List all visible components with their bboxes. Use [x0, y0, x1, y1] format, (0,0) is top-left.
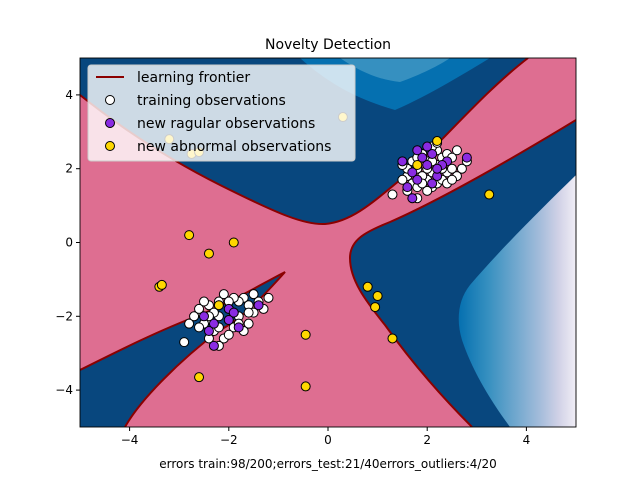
training-point-70: [451, 145, 462, 156]
scatter-points: [154, 112, 495, 392]
training-point-77: [447, 174, 457, 185]
regular-point-20: [397, 156, 408, 167]
y-tick-label: 2: [65, 162, 73, 176]
abnormal-point-10: [370, 302, 381, 313]
regular-point-8: [253, 300, 264, 311]
training-point-17: [194, 322, 205, 333]
legend-abnormal-swatch: [105, 141, 115, 151]
abnormal-point-11: [387, 333, 398, 344]
regular-point-21: [412, 145, 423, 156]
legend-box: [87, 64, 356, 162]
abnormal-point-17: [412, 160, 423, 171]
training-point-24: [223, 329, 234, 340]
y-tick-label: 0: [65, 236, 73, 250]
regular-point-25: [427, 178, 438, 189]
training-point-20: [218, 289, 229, 300]
training-point-27: [184, 318, 195, 329]
x-tick-label: 4: [523, 433, 531, 447]
regular-point-24: [422, 141, 433, 152]
regular-point-10: [407, 167, 418, 178]
x-tick-label: −4: [121, 433, 139, 447]
regular-point-23: [407, 193, 418, 204]
y-axis: −4 −2 0 2 4: [55, 88, 80, 397]
training-point-65: [456, 163, 467, 174]
legend-label-training: training observations: [137, 93, 286, 109]
regular-point-2: [208, 318, 219, 329]
training-point-49: [447, 163, 457, 174]
outlier-levels-right: [458, 175, 576, 427]
abnormal-point-4: [156, 279, 167, 290]
learning-frontier-right: [348, 119, 576, 427]
chart-title: Novelty Detection: [265, 37, 391, 53]
training-point-22: [199, 296, 209, 307]
legend-training-swatch: [105, 95, 115, 105]
training-point-30: [179, 337, 190, 348]
abnormal-point-18: [213, 300, 224, 311]
training-point-62: [422, 185, 433, 196]
training-point-69: [387, 189, 398, 200]
y-tick-label: 4: [65, 88, 73, 102]
abnormal-point-8: [362, 281, 373, 292]
abnormal-point-2: [228, 237, 239, 248]
abnormal-point-1: [203, 248, 214, 259]
abnormal-point-0: [184, 230, 195, 241]
regular-point-11: [422, 160, 433, 171]
legend-label-regular: new ragular observations: [137, 116, 315, 132]
training-point-32: [263, 292, 274, 303]
legend: learning frontier training observations …: [87, 64, 356, 162]
abnormal-point-12: [484, 189, 495, 200]
abnormal-point-5: [194, 372, 205, 383]
training-point-12: [189, 311, 200, 322]
regular-point-19: [461, 152, 472, 163]
legend-label-abnormal: new abnormal observations: [137, 139, 331, 155]
abnormal-point-6: [300, 329, 311, 340]
x-axis: −4 −2 0 2 4: [121, 427, 530, 447]
legend-regular-swatch: [105, 118, 115, 128]
regular-point-17: [412, 174, 423, 185]
training-point-31: [248, 289, 259, 300]
regular-point-9: [208, 340, 219, 351]
legend-label-frontier: learning frontier: [137, 70, 250, 86]
regular-point-7: [223, 314, 234, 325]
regular-point-13: [417, 152, 428, 163]
x-tick-label: 0: [324, 433, 332, 447]
regular-point-3: [233, 322, 244, 333]
training-point-23: [243, 318, 254, 329]
regular-point-15: [402, 182, 413, 193]
x-tick-label: 2: [423, 433, 431, 447]
x-tick-label: −2: [220, 433, 238, 447]
x-axis-label: errors train:98/200;errors_test:21/40err…: [159, 457, 497, 471]
regular-point-4: [203, 326, 214, 337]
outlier-level-top-2: [340, 58, 450, 82]
regular-point-0: [199, 311, 209, 322]
abnormal-point-9: [372, 291, 383, 302]
training-point-37: [194, 303, 205, 314]
learning-frontier-bottom-left: [80, 271, 286, 427]
training-point-50: [397, 174, 408, 185]
training-point-38: [243, 307, 254, 318]
abnormal-point-7: [300, 381, 311, 392]
abnormal-point-19: [432, 136, 443, 147]
regular-point-16: [427, 148, 438, 159]
regular-point-22: [432, 163, 443, 174]
y-tick-label: −2: [55, 309, 73, 323]
y-tick-label: −4: [55, 383, 73, 397]
regular-point-5: [228, 307, 239, 318]
